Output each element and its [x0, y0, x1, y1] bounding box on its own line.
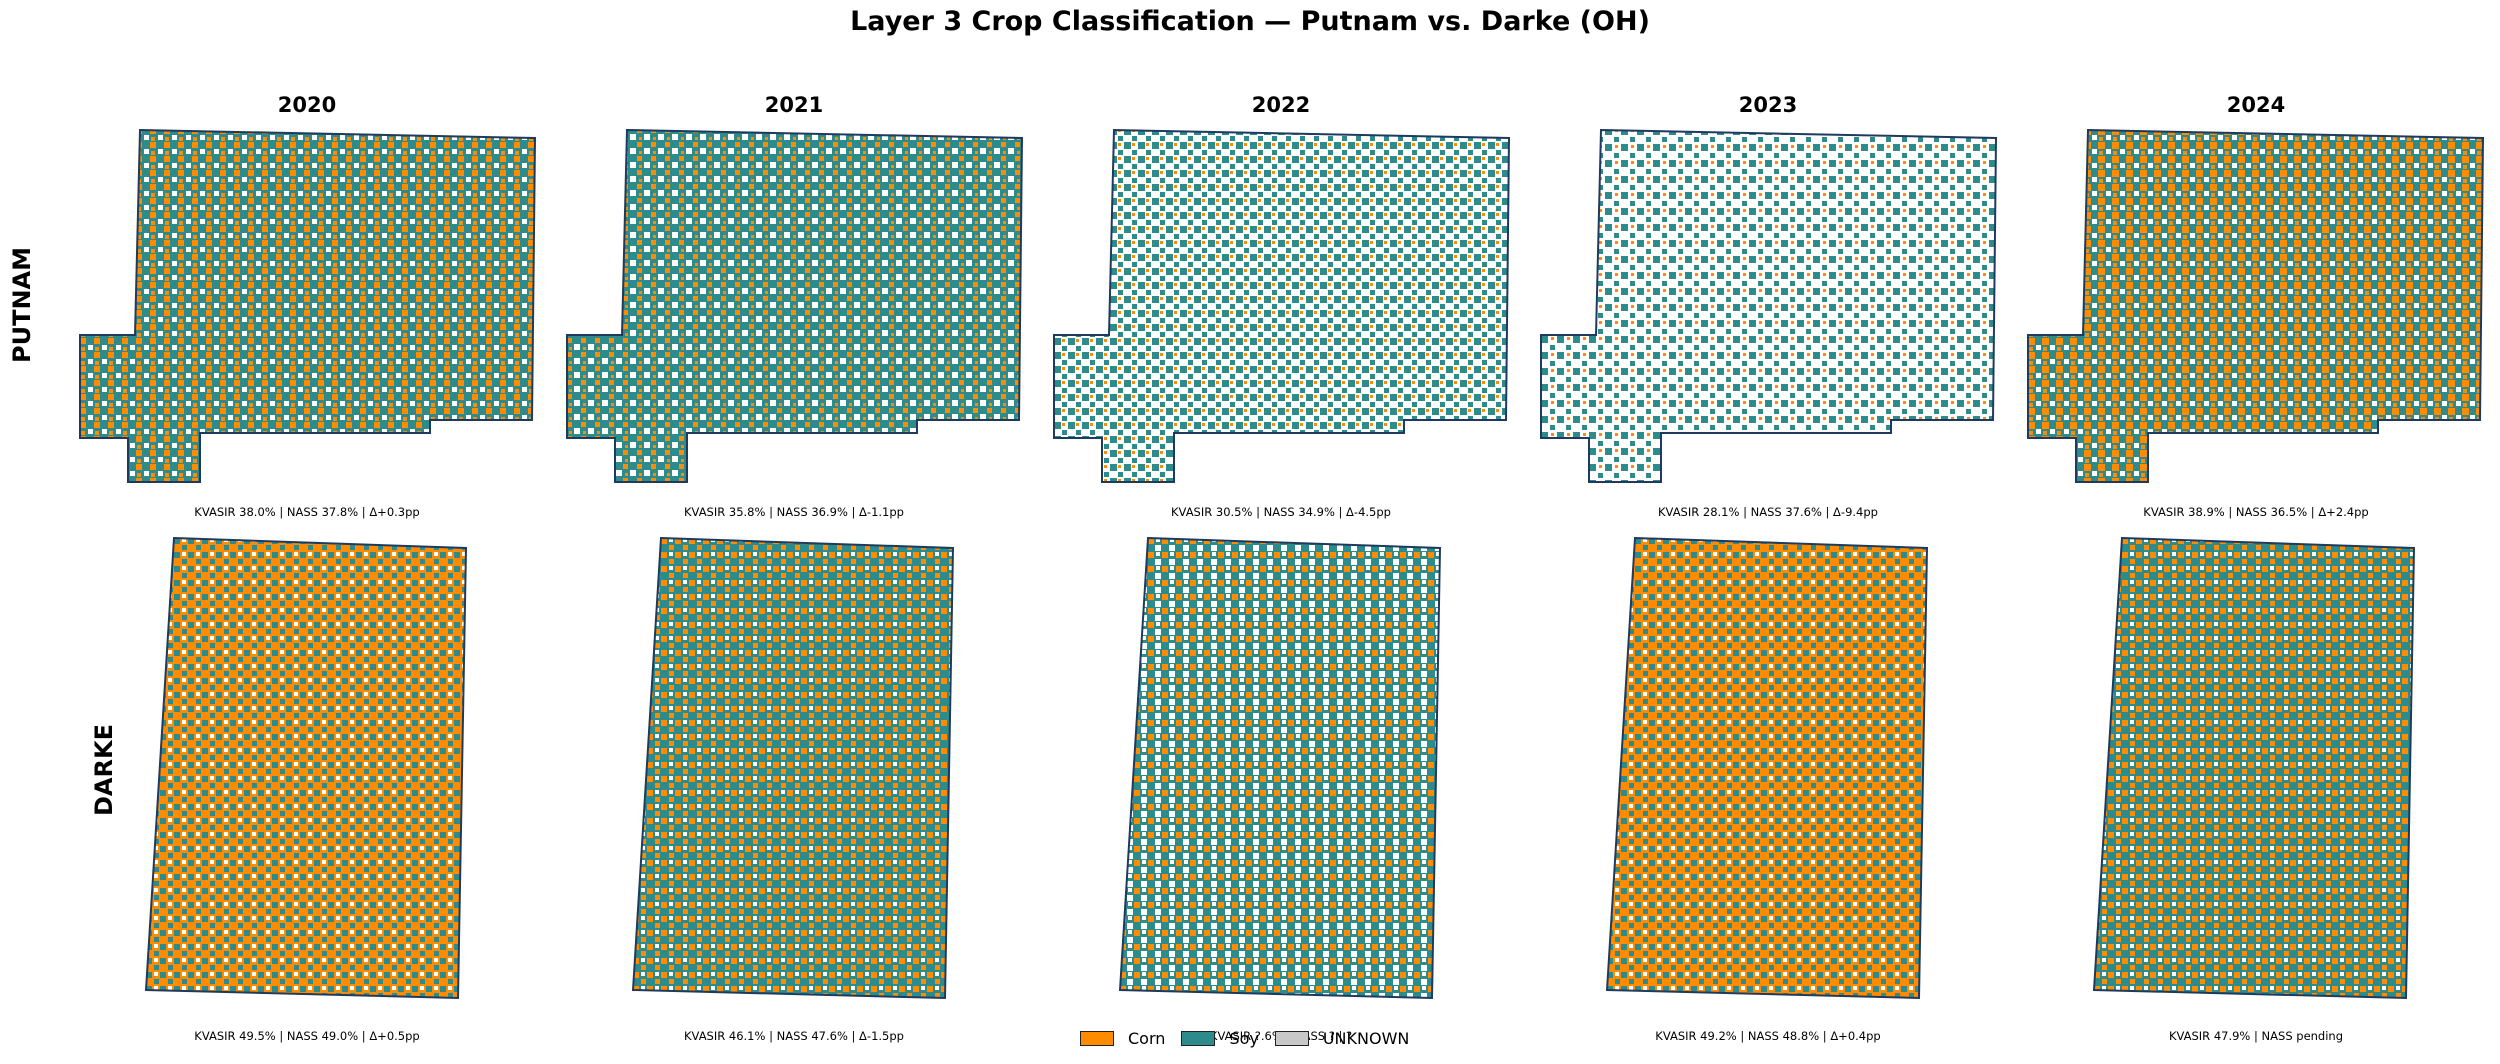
stat-putnam-2023: KVASIR 28.1% | NASS 37.6% | Δ-9.4pp [1658, 505, 1878, 519]
map-putnam-2022 [1053, 128, 1511, 483]
year-header-2021: 2021 [764, 93, 824, 117]
stat-darke-2021: KVASIR 46.1% | NASS 47.6% | Δ-1.5pp [684, 1029, 904, 1043]
map-putnam-2023 [1540, 128, 1998, 483]
stat-putnam-2022: KVASIR 30.5% | NASS 34.9% | Δ-4.5pp [1171, 505, 1391, 519]
map-darke-2020 [144, 536, 468, 1000]
year-header-2023: 2023 [1738, 93, 1798, 117]
map-darke-2023 [1605, 536, 1929, 1000]
legend-item-corn: Corn [1080, 1029, 1165, 1048]
stat-darke-2020: KVASIR 49.5% | NASS 49.0% | Δ+0.5pp [194, 1029, 420, 1043]
year-header-2020: 2020 [277, 93, 337, 117]
row-label-darke: DARKE [90, 724, 118, 816]
stat-putnam-2021: KVASIR 35.8% | NASS 36.9% | Δ-1.1pp [684, 505, 904, 519]
map-putnam-2020 [79, 128, 537, 483]
soy-swatch-icon [1181, 1031, 1216, 1046]
stat-putnam-2020: KVASIR 38.0% | NASS 37.8% | Δ+0.3pp [194, 505, 420, 519]
stat-darke-2023: KVASIR 49.2% | NASS 48.8% | Δ+0.4pp [1655, 1029, 1881, 1043]
legend-label-soy: Soy [1229, 1029, 1259, 1048]
map-darke-2024 [2092, 536, 2416, 1000]
map-darke-2021 [631, 536, 955, 1000]
unknown-swatch-icon [1274, 1031, 1309, 1046]
legend-label-corn: Corn [1128, 1029, 1166, 1048]
map-putnam-2024 [2027, 128, 2485, 483]
map-darke-2022 [1118, 536, 1442, 1000]
map-putnam-2021 [566, 128, 1024, 483]
year-header-2022: 2022 [1251, 93, 1311, 117]
legend-item-soy: Soy [1181, 1029, 1259, 1048]
legend-label-unknown: UNKNOWN [1322, 1029, 1410, 1048]
legend-item-unknown: UNKNOWN [1274, 1029, 1410, 1048]
legend: Corn Soy UNKNOWN [1080, 1029, 1425, 1048]
stat-darke-2024: KVASIR 47.9% | NASS pending [2168, 1029, 2344, 1043]
figure-title: Layer 3 Crop Classification — Putnam vs.… [850, 6, 1650, 37]
row-label-putnam: PUTNAM [8, 247, 36, 363]
year-header-2024: 2024 [2226, 93, 2286, 117]
stat-putnam-2024: KVASIR 38.9% | NASS 36.5% | Δ+2.4pp [2143, 505, 2369, 519]
corn-swatch-icon [1080, 1031, 1114, 1046]
